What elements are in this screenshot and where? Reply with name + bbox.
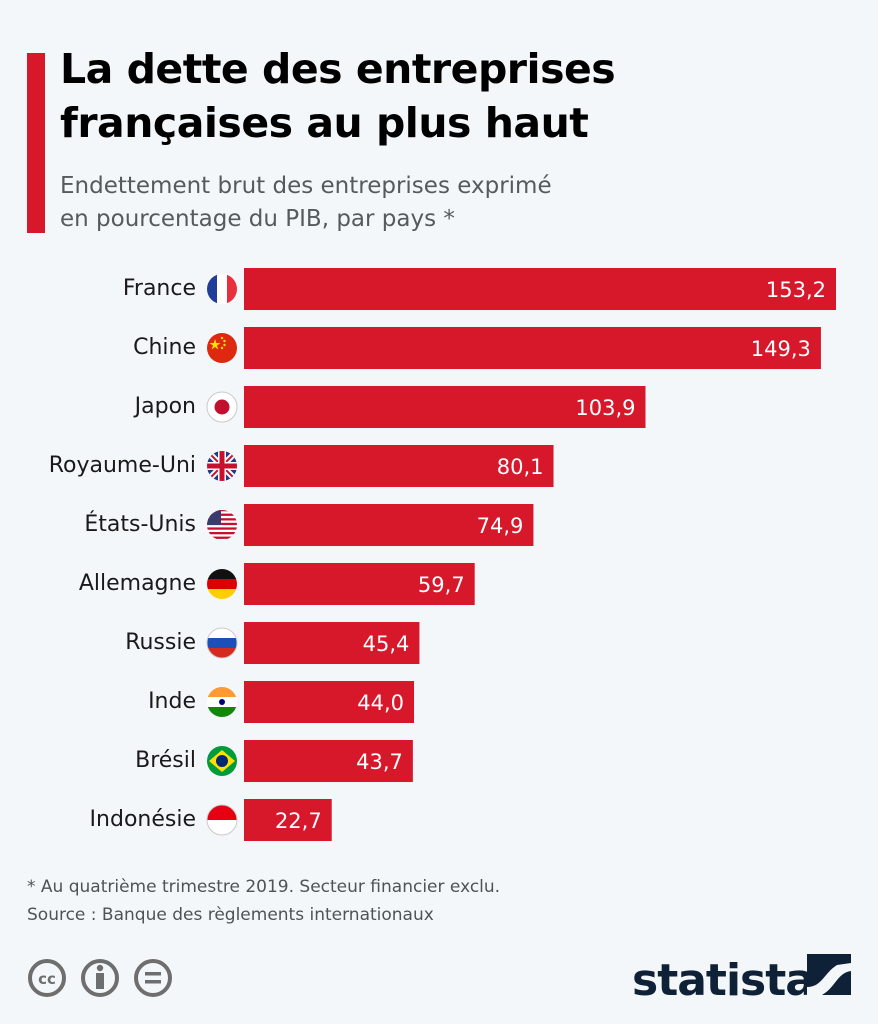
attribution-icon[interactable] [81,959,119,997]
usa-flag-icon [207,510,237,540]
chart-subtitle: Endettement brut des entreprises exprimé… [60,170,680,236]
category-label: États-Unis [84,512,196,537]
bar-value-label: 74,9 [477,514,524,538]
bar-3 [244,386,646,428]
bar-6 [244,563,475,605]
logo-text: statista [632,955,814,1006]
no-derivatives-icon[interactable] [134,959,172,997]
bar-5 [244,504,534,546]
bar-7 [244,622,420,664]
category-label: Allemagne [78,571,196,596]
bar-value-label: 103,9 [575,396,635,420]
chart-title: La dette des entreprises françaises au p… [60,42,616,150]
license-icons: cc [28,959,172,997]
bar-value-label: 45,4 [363,632,410,656]
statista-logo[interactable]: statista [632,951,857,1007]
category-label: Russie [125,630,196,655]
bar-10 [244,799,332,841]
china-flag-icon [207,333,237,363]
title-line-1: La dette des entreprises [60,45,616,93]
category-label: France [122,276,196,301]
bar-value-label: 44,0 [357,691,404,715]
russia-flag-icon [206,627,238,659]
india-flag-icon [207,687,237,717]
category-label: Royaume-Uni [48,453,196,478]
bar-value-label: 59,7 [418,573,465,597]
bar-value-label: 43,7 [356,750,403,774]
bar-2 [244,327,821,369]
bar-value-label: 149,3 [751,337,811,361]
indonesia-flag-icon [206,804,238,836]
germany-flag-icon [207,569,237,599]
brazil-flag-icon [207,746,237,776]
statista-logo-icon [807,954,851,995]
source-text: Source : Banque des règlements internati… [27,905,434,925]
subtitle-line-1: Endettement brut des entreprises exprimé [60,173,552,199]
footnote-block: * Au quatrième trimestre 2019. Secteur f… [27,873,500,929]
france-flag-icon [207,274,237,304]
bar-value-label: 22,7 [275,809,322,833]
category-label: Japon [134,394,196,419]
title-line-2: françaises au plus haut [60,99,589,147]
bar-value-label: 153,2 [766,278,826,302]
category-label: Brésil [135,748,196,773]
uk-flag-icon [207,451,237,481]
svg-text:cc: cc [38,970,56,988]
japan-flag-icon [206,391,238,423]
bar-8 [244,681,415,723]
bar-4 [244,445,554,487]
cc-icon[interactable]: cc [28,959,66,997]
bar-chart: 153,2 149,3 103,9 80,1 74,9 59,7 45,4 44,0 43,7 2… [244,268,836,841]
bar-1 [244,268,836,310]
category-label: Inde [148,689,196,714]
footnote-text: * Au quatrième trimestre 2019. Secteur f… [27,877,501,897]
title-accent-bar [27,53,45,233]
bar-value-label: 80,1 [497,455,544,479]
subtitle-line-2: en pourcentage du PIB, par pays * [60,206,455,232]
category-label: Chine [133,335,196,360]
bar-9 [244,740,413,782]
category-label: Indonésie [89,807,196,832]
